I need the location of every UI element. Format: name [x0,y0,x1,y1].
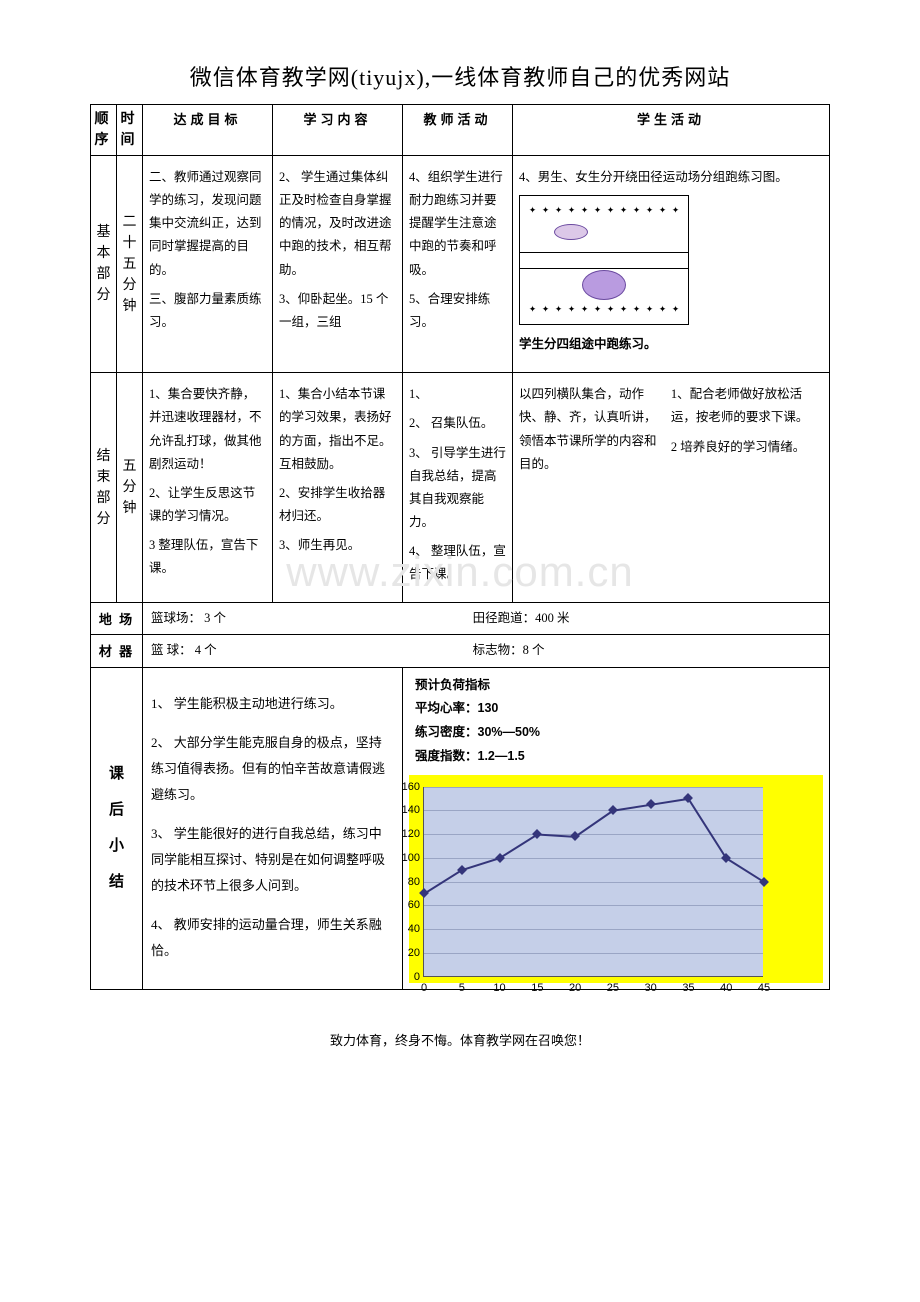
page-title: 微信体育教学网(tiyujx),一线体育教师自己的优秀网站 [90,60,830,92]
col-student: 学生活动 [513,105,830,156]
goal-end: 1、集合要快齐静，并迅速收理器材，不允许乱打球，做其他剧烈运动！ 2、让学生反思… [143,373,273,603]
content-end: 1、集合小结本节课的学习效果，表扬好的方面，指出不足。互相鼓励。 2、安排学生收… [273,373,403,603]
load-metrics: 预计负荷指标 平均心率：130 练习密度：30%—50% 强度指数：1.2—1.… [409,674,823,769]
section-end: 结束部分 [91,373,117,603]
lane-1 [520,252,688,253]
student-end: 以四列横队集合，动作快、静、齐，认真听讲，领悟本节课所学的内容和目的。 1、配合… [513,373,830,603]
student-end-right: 1、配合老师做好放松活运，按老师的要求下课。 2 培养良好的学习情绪。 [665,383,823,476]
lane-2 [520,268,688,269]
persons-bottom: ✦✦✦✦✦✦✦✦✦✦✦✦ [526,301,682,318]
ellipse-small [554,224,588,240]
time-end: 五分钟 [117,373,143,603]
table-header-row: 顺序 时间 达成目标 学习内容 教师活动 学生活动 [91,105,830,156]
col-teacher: 教师活动 [403,105,513,156]
venue-court: 篮球场： 3 个 田径跑道：400 米 [143,603,830,635]
ellipse-big [582,270,626,300]
content-basic: 2、 学生通过集体纠正及时检查自身掌握的情况，及时改进途中跑的技术，相互帮助。 … [273,156,403,373]
summary-chart-cell: 预计负荷指标 平均心率：130 练习密度：30%—50% 强度指数：1.2—1.… [403,667,830,989]
section-basic: 基本部分 [91,156,117,373]
persons-top: ✦✦✦✦✦✦✦✦✦✦✦✦ [526,202,682,219]
col-content: 学习内容 [273,105,403,156]
summary-text: 1、 学生能积极主动地进行练习。 2、 大部分学生能克服自身的极点，坚持练习值得… [143,667,403,989]
page: 微信体育教学网(tiyujx),一线体育教师自己的优秀网站 顺序 时间 达成目标… [0,0,920,1089]
col-order: 顺序 [91,105,117,156]
student-basic: 4、男生、女生分开绕田径运动场分组跑练习图。 ✦✦✦✦✦✦✦✦✦✦✦✦ ✦✦✦✦… [513,156,830,373]
time-basic: 二十五分钟 [117,156,143,373]
row-end: 结束部分 五分钟 1、集合要快齐静，并迅速收理器材，不允许乱打球，做其他剧烈运动… [91,373,830,603]
row-equip: 材 器 篮 球： 4 个 标志物：8 个 [91,635,830,667]
footer-text: 致力体育，终身不悔。体育教学网在召唤您！ [90,1030,830,1049]
row-venue: 地 场 篮球场： 3 个 田径跑道：400 米 [91,603,830,635]
summary-label: 课后小结 [91,667,143,989]
venue-label-1: 地 场 [91,603,143,635]
venue-equip: 篮 球： 4 个 标志物：8 个 [143,635,830,667]
chart-wrap: 020406080100120140160051015202530354045 [409,775,823,983]
venue-label-2: 材 器 [91,635,143,667]
student-end-left: 以四列横队集合，动作快、静、齐，认真听讲，领悟本节课所学的内容和目的。 [519,383,665,476]
goal-basic: 二、教师通过观察同学的练习，发现问题集中交流纠正，达到同时掌握提高的目的。 三、… [143,156,273,373]
teacher-basic: 4、组织学生进行耐力跑练习并要提醒学生注意途中跑的节奏和呼吸。 5、合理安排练习… [403,156,513,373]
lesson-table: 顺序 时间 达成目标 学习内容 教师活动 学生活动 基本部分 二十五分钟 二、教… [90,104,830,990]
row-summary: 课后小结 1、 学生能积极主动地进行练习。 2、 大部分学生能克服自身的极点，坚… [91,667,830,989]
teacher-end: 1、 2、 召集队伍。 3、 引导学生进行自我总结，提高其自我观察能力。 4、 … [403,373,513,603]
row-basic: 基本部分 二十五分钟 二、教师通过观察同学的练习，发现问题集中交流纠正，达到同时… [91,156,830,373]
col-goal: 达成目标 [143,105,273,156]
track-diagram: ✦✦✦✦✦✦✦✦✦✦✦✦ ✦✦✦✦✦✦✦✦✦✦✦✦ [519,195,689,325]
col-time: 时间 [117,105,143,156]
heart-rate-chart: 020406080100120140160051015202530354045 [423,787,763,977]
